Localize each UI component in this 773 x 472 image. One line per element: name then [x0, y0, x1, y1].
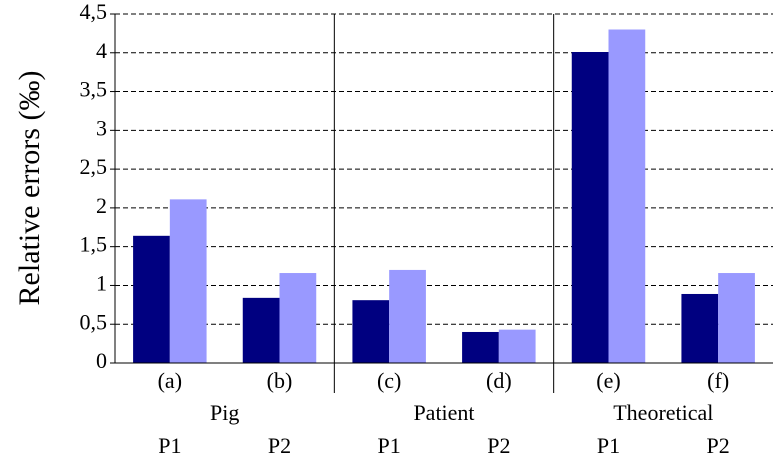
- y-tick-label: 1: [96, 270, 107, 295]
- group-label: Pig: [210, 400, 239, 425]
- x-tick-label: (a): [158, 368, 182, 393]
- bar: [133, 235, 170, 363]
- group-label: Theoretical: [613, 400, 713, 425]
- x-tick-label: (d): [486, 368, 512, 393]
- y-tick-label: 0: [96, 348, 107, 373]
- bar: [498, 329, 536, 363]
- subgroup-label: P1: [158, 433, 181, 458]
- bar: [279, 273, 317, 363]
- bar: [242, 297, 280, 363]
- bar: [608, 29, 646, 364]
- y-tick-label: 1,5: [80, 232, 108, 257]
- bar: [571, 52, 609, 363]
- subgroup-label: P2: [707, 433, 730, 458]
- y-tick-label: 4: [96, 38, 107, 63]
- bar: [462, 331, 499, 363]
- y-tick-label: 2,5: [80, 154, 108, 179]
- y-tick-label: 0,5: [80, 309, 108, 334]
- subgroup-label: P1: [597, 433, 620, 458]
- bar: [681, 293, 719, 363]
- x-tick-label: (c): [377, 368, 401, 393]
- subgroup-label: P2: [487, 433, 510, 458]
- y-tick-label: 3: [96, 115, 107, 140]
- subgroup-label: P2: [268, 433, 291, 458]
- y-tick-label: 4,5: [80, 0, 108, 24]
- group-label: Patient: [413, 400, 474, 425]
- y-tick-label: 3,5: [80, 77, 108, 102]
- bar: [169, 199, 207, 363]
- bar: [389, 269, 426, 363]
- x-tick-label: (b): [267, 368, 293, 393]
- bar: [718, 273, 755, 363]
- x-tick-label: (f): [707, 368, 729, 393]
- x-tick-label: (e): [596, 368, 620, 393]
- subgroup-label: P1: [378, 433, 401, 458]
- bar: [352, 300, 390, 363]
- y-tick-label: 2: [96, 193, 107, 218]
- y-axis-label: Relative errors (‰): [13, 71, 46, 306]
